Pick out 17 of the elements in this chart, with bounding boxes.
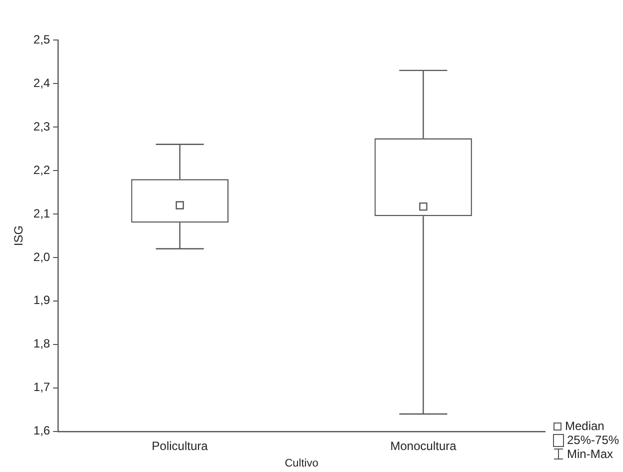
- y-tick-label: 2,2: [33, 162, 50, 177]
- y-tick-label: 1,7: [33, 380, 50, 394]
- y-tick-label: 1,8: [33, 336, 50, 351]
- y-tick-label: 2,5: [33, 32, 50, 46]
- text: Min-Max: [567, 447, 614, 462]
- x-tick-label: Policultura: [152, 438, 208, 453]
- y-tick-label: 2,1: [33, 206, 50, 220]
- y-tick-label: 1,6: [33, 424, 50, 438]
- y-tick-label: 2,0: [33, 250, 50, 264]
- x-tick-label: Monocultura: [390, 438, 457, 453]
- y-tick-label: 2,4: [33, 76, 50, 90]
- y-axis-title: ISG: [12, 225, 26, 246]
- y-tick-label: 2,3: [33, 119, 50, 134]
- x-axis-title: Cultivo: [284, 457, 318, 470]
- text: 25%-75%: [567, 433, 620, 448]
- text: Median: [565, 419, 604, 434]
- y-tick-label: 1,9: [33, 293, 50, 308]
